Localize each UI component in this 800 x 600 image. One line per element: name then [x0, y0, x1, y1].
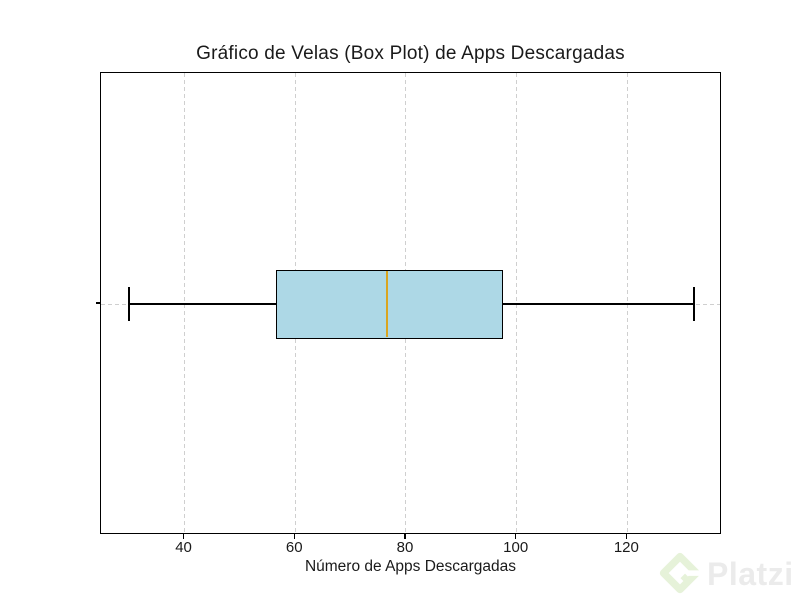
watermark: Platzi — [658, 551, 794, 597]
boxplot-whisker-right — [502, 303, 694, 305]
x-tick-label: 80 — [396, 539, 414, 556]
watermark-text: Platzi — [707, 556, 794, 592]
boxplot-cap-max — [693, 287, 695, 321]
x-tick-label: 60 — [285, 539, 303, 556]
plot-area — [100, 72, 721, 534]
x-tick-mark — [404, 534, 406, 539]
boxplot-median-line — [385, 271, 388, 337]
vertical-gridline — [516, 73, 518, 533]
x-tick-mark — [182, 534, 185, 539]
x-tick-mark — [514, 534, 517, 539]
boxplot-whisker-left — [129, 303, 276, 305]
x-tick-label: 40 — [175, 539, 192, 556]
x-tick-mark — [625, 534, 628, 539]
x-tick-label: 120 — [613, 539, 639, 556]
x-tick-mark — [293, 534, 296, 539]
boxplot-cap-min — [128, 287, 130, 321]
chart-title: Gráfico de Velas (Box Plot) de Apps Desc… — [196, 43, 625, 64]
x-axis-label: Número de Apps Descargadas — [304, 558, 517, 575]
y-axis-tick — [96, 302, 100, 304]
x-tick-label: 100 — [503, 539, 529, 556]
vertical-gridline — [184, 73, 186, 533]
boxplot-box-iqr — [275, 269, 503, 339]
platzi-logo-icon — [659, 552, 702, 594]
vertical-gridline — [626, 73, 628, 533]
